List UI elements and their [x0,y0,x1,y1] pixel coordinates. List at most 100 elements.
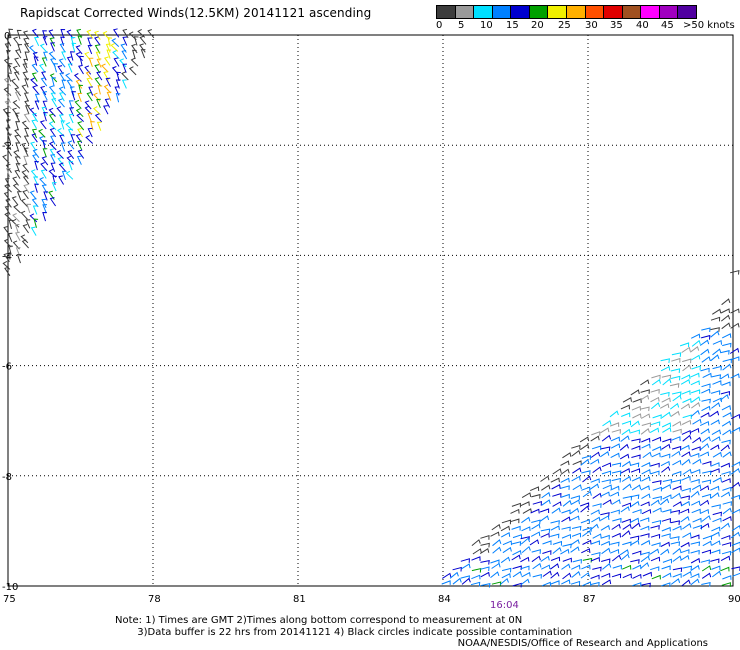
wind-barb [710,531,720,537]
wind-barb [680,508,690,514]
wind-barb [701,565,712,572]
wind-barb [632,573,642,579]
wind-barb [711,549,721,554]
wind-barb [139,35,147,45]
wind-barb [10,78,19,88]
wind-barb [632,564,642,570]
wind-barb [699,508,710,515]
wind-barb [690,452,700,458]
wind-barb [680,379,691,385]
wind-barb [70,134,76,144]
wind-barb [701,479,712,485]
wind-barb [690,549,700,555]
wind-barb [621,502,631,508]
wind-barb [14,134,21,144]
wind-barb [68,161,74,171]
wind-barb [671,436,681,441]
wind-barb [690,534,700,540]
wind-barb [682,398,692,403]
wind-barb [720,444,730,452]
wind-barb [590,509,600,515]
wind-barb [609,422,620,427]
wind-barb [59,43,66,53]
wind-barb [520,565,530,571]
wind-barb [571,525,582,531]
wind-barb [651,452,661,458]
wind-barb [531,549,541,554]
wind-barb [579,436,590,443]
wind-barb [87,127,93,138]
wind-barb [96,121,102,131]
wind-barb [662,427,672,433]
wind-barb [661,518,671,523]
wind-barb [691,365,701,371]
wind-barb [730,531,740,539]
wind-barb [40,169,47,179]
wind-barb [87,37,92,47]
wind-barb [53,63,59,73]
wind-barb [721,322,731,330]
wind-barb [651,574,661,580]
wind-barb [11,107,19,117]
wind-barb [601,434,612,442]
wind-barb [529,539,540,546]
wind-barb [87,112,93,123]
wind-barb [681,475,691,481]
wind-barb [551,507,561,514]
wind-barb [22,189,29,200]
wind-barb [710,485,720,491]
wind-barb [50,162,56,172]
wind-barb [682,532,692,538]
wind-barb [721,534,731,540]
wind-barb [679,342,690,347]
wind-barb [539,515,550,522]
wind-barb [640,389,650,394]
wind-barb [22,175,30,185]
wind-barb [23,37,29,48]
wind-barb [539,508,550,513]
wind-barb [712,348,722,356]
wind-barb [480,566,490,572]
wind-barb [48,121,57,131]
wind-barb [471,567,482,573]
wind-barb [660,391,670,397]
wind-barb [590,581,600,587]
wind-barb [640,533,650,538]
wind-barb [521,516,531,524]
wind-barb [611,523,621,530]
wind-barb [24,100,31,110]
wind-barb [33,218,39,228]
wind-barb [721,471,731,476]
wind-barb [710,419,720,426]
wind-barb [65,122,74,131]
wind-barb [569,507,580,515]
wind-barb [591,552,601,557]
wind-barb [612,517,622,523]
wind-barb [560,460,570,466]
wind-barb [49,127,57,138]
wind-barb [512,550,522,556]
wind-barb [590,458,600,465]
wind-barb [60,36,65,46]
wind-barb [710,330,720,338]
wind-barb [640,525,650,531]
wind-barb [531,523,541,530]
wind-barb [571,475,581,482]
wind-barb [601,470,612,476]
wind-barb [681,429,691,435]
latitude-tick-label: 0 [4,31,10,42]
wind-barb [71,42,77,53]
wind-barb [531,519,541,525]
wind-barb [592,492,602,499]
wind-barb [701,383,711,388]
wind-barb [122,63,128,73]
wind-barb [670,509,681,515]
wind-barb [42,148,48,158]
wind-barb [722,516,732,522]
wind-barb [112,50,120,60]
wind-barb [16,29,22,40]
wind-barb [650,533,661,539]
wind-barb [699,485,710,492]
wind-barb [12,183,21,193]
wind-barb [461,563,471,570]
